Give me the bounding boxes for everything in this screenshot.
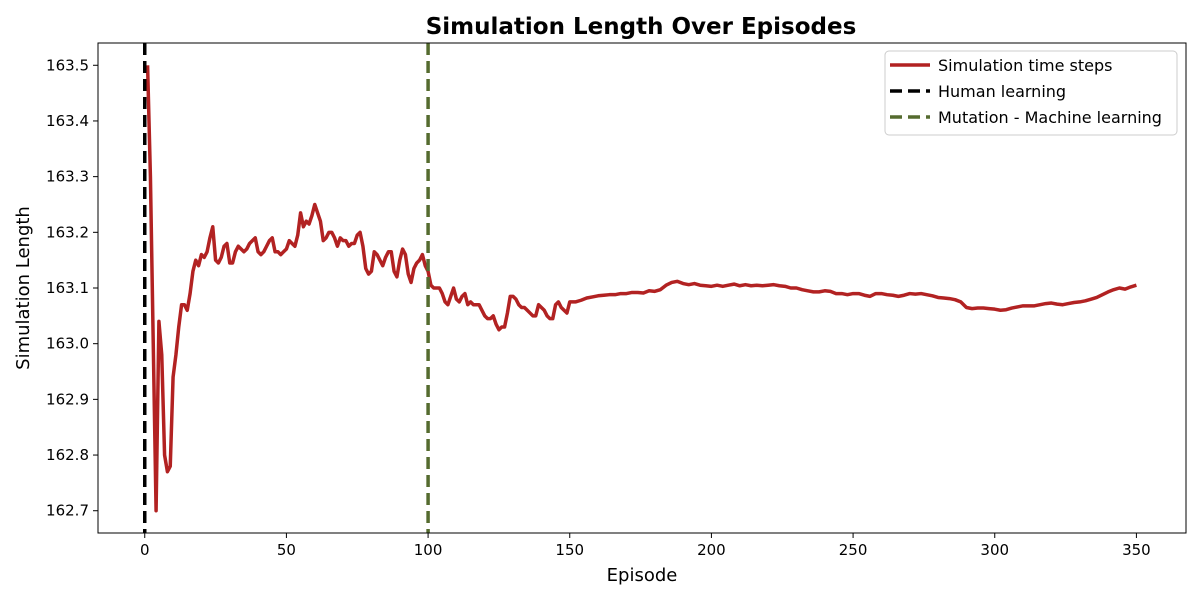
y-tick-label: 163.5 [46, 56, 89, 74]
x-axis: 0 50 100 150 200 250 300 350 [140, 533, 1151, 559]
y-axis-label: Simulation Length [13, 206, 34, 370]
legend-label: Mutation - Machine learning [938, 108, 1162, 127]
y-tick-label: 162.8 [46, 446, 89, 464]
legend-label: Human learning [938, 82, 1066, 101]
x-tick-label: 300 [980, 541, 1009, 559]
y-tick-label: 163.4 [46, 112, 89, 130]
y-tick-label: 163.3 [46, 168, 89, 186]
y-tick-label: 162.7 [46, 502, 89, 520]
legend-box [884, 50, 1178, 136]
x-tick-label: 0 [140, 541, 150, 559]
y-tick-label: 162.9 [46, 390, 89, 408]
y-axis: 162.7 162.8 162.9 163.0 163.1 163.2 163.3 163.4… [46, 56, 98, 520]
x-tick-label: 200 [697, 541, 726, 559]
y-tick-label: 163.1 [46, 279, 89, 297]
y-tick-label: 163.0 [46, 335, 89, 353]
chart-title: Simulation Length Over Episodes [426, 14, 857, 40]
legend: Simulation time steps Human learning Mutat… [884, 50, 1178, 136]
x-axis-label: Episode [607, 565, 678, 586]
legend-label: Simulation time steps [938, 56, 1113, 75]
y-tick-label: 163.2 [46, 223, 89, 241]
series-line-0 [145, 65, 1137, 513]
x-tick-label: 350 [1122, 541, 1151, 559]
x-tick-label: 250 [839, 541, 868, 559]
x-tick-label: 100 [414, 541, 443, 559]
x-tick-label: 150 [555, 541, 584, 559]
plot-area [143, 43, 1137, 533]
x-tick-label: 50 [277, 541, 296, 559]
